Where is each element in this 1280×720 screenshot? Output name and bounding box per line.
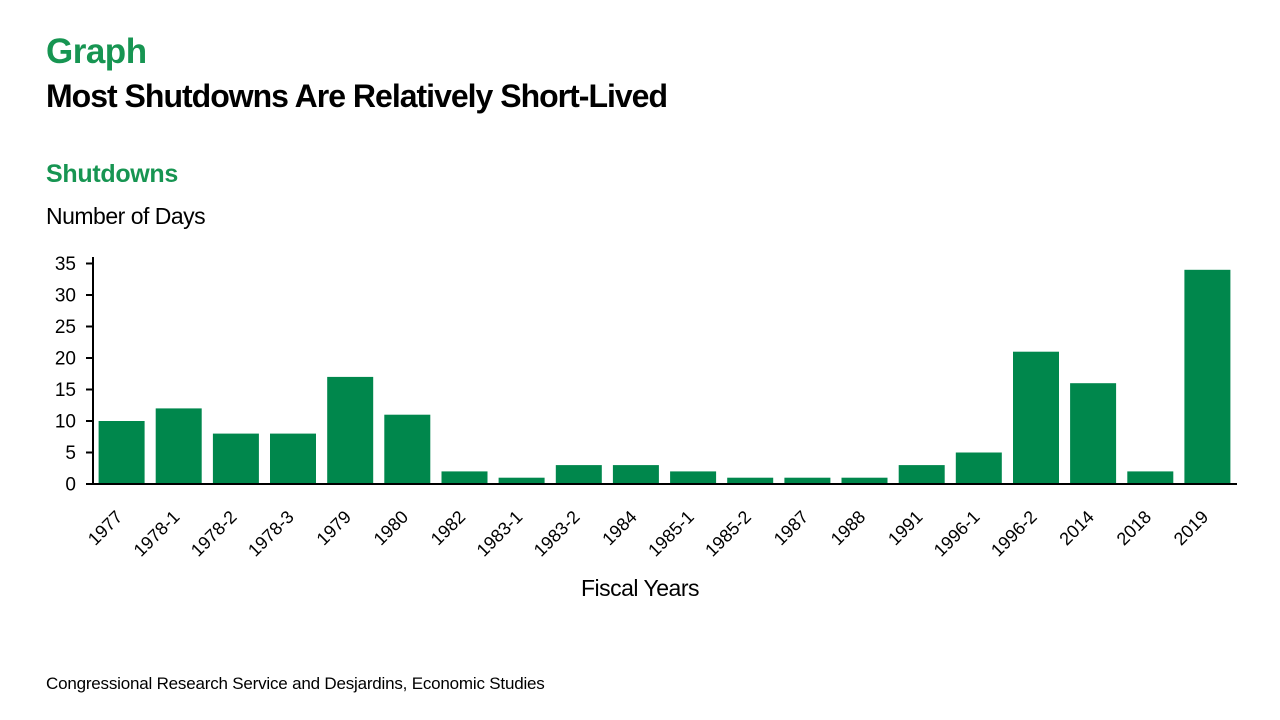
x-category-label: 1991 — [884, 507, 926, 549]
bar-1991 — [898, 465, 945, 484]
bar-1979 — [327, 376, 374, 484]
x-category-label: 1988 — [827, 507, 869, 549]
bar-1978-3 — [270, 433, 316, 484]
slide-kicker: Graph — [46, 32, 147, 71]
bar-1996-2 — [1013, 351, 1059, 484]
bar-2018 — [1127, 471, 1174, 484]
x-category-label: 1978-2 — [187, 507, 241, 561]
y-tick-label: 25 — [55, 317, 76, 338]
y-axis-title: Number of Days — [46, 203, 206, 229]
y-tick-label: 30 — [55, 286, 76, 307]
y-tick-label: 35 — [55, 254, 76, 275]
bar-1996-1 — [955, 452, 1002, 484]
x-category-label: 1979 — [313, 507, 355, 549]
x-category-label: 1987 — [770, 507, 812, 549]
x-category-label: 1980 — [370, 507, 412, 549]
x-category-label: 1985-1 — [644, 507, 698, 561]
bar-1988 — [841, 477, 888, 484]
x-category-label: 1978-3 — [244, 507, 298, 561]
x-category-label: 1985-2 — [701, 507, 755, 561]
bar-2019 — [1184, 269, 1231, 484]
bar-1987 — [784, 477, 831, 484]
y-tick-label: 5 — [65, 443, 76, 464]
bar-1984 — [612, 465, 659, 484]
y-tick-label: 0 — [65, 475, 76, 496]
y-tick-label: 15 — [55, 380, 76, 401]
x-category-label: 1983-2 — [530, 507, 584, 561]
bar-1985-2 — [727, 477, 774, 484]
bar-1978-2 — [212, 433, 259, 484]
x-category-label: 1977 — [84, 507, 126, 549]
x-category-label: 1982 — [427, 507, 469, 549]
source-attribution: Congressional Research Service and Desja… — [46, 674, 545, 693]
x-category-label: 1983-1 — [473, 507, 527, 561]
bar-1982 — [441, 471, 488, 484]
x-category-label: 2019 — [1170, 507, 1212, 549]
y-tick-label: 20 — [55, 349, 76, 370]
bar-2014 — [1070, 383, 1117, 484]
chart-heading: Shutdowns — [46, 160, 179, 188]
x-category-label: 2018 — [1113, 507, 1155, 549]
slide-title: Most Shutdowns Are Relatively Short-Live… — [46, 78, 668, 114]
bar-1983-1 — [498, 477, 545, 484]
x-axis-title: Fiscal Years — [580, 575, 700, 601]
bar-1985-1 — [670, 471, 717, 484]
bar-1983-2 — [555, 465, 602, 484]
x-category-label: 1984 — [598, 507, 640, 549]
x-category-label: 1996-2 — [987, 507, 1041, 561]
x-category-label: 2014 — [1055, 507, 1097, 549]
bar-1980 — [384, 414, 431, 484]
x-category-label: 1978-1 — [130, 507, 184, 561]
y-tick-label: 10 — [55, 412, 76, 433]
x-category-label: 1996-1 — [930, 507, 984, 561]
bar-1977 — [98, 421, 145, 484]
bar-1978-1 — [155, 408, 202, 484]
